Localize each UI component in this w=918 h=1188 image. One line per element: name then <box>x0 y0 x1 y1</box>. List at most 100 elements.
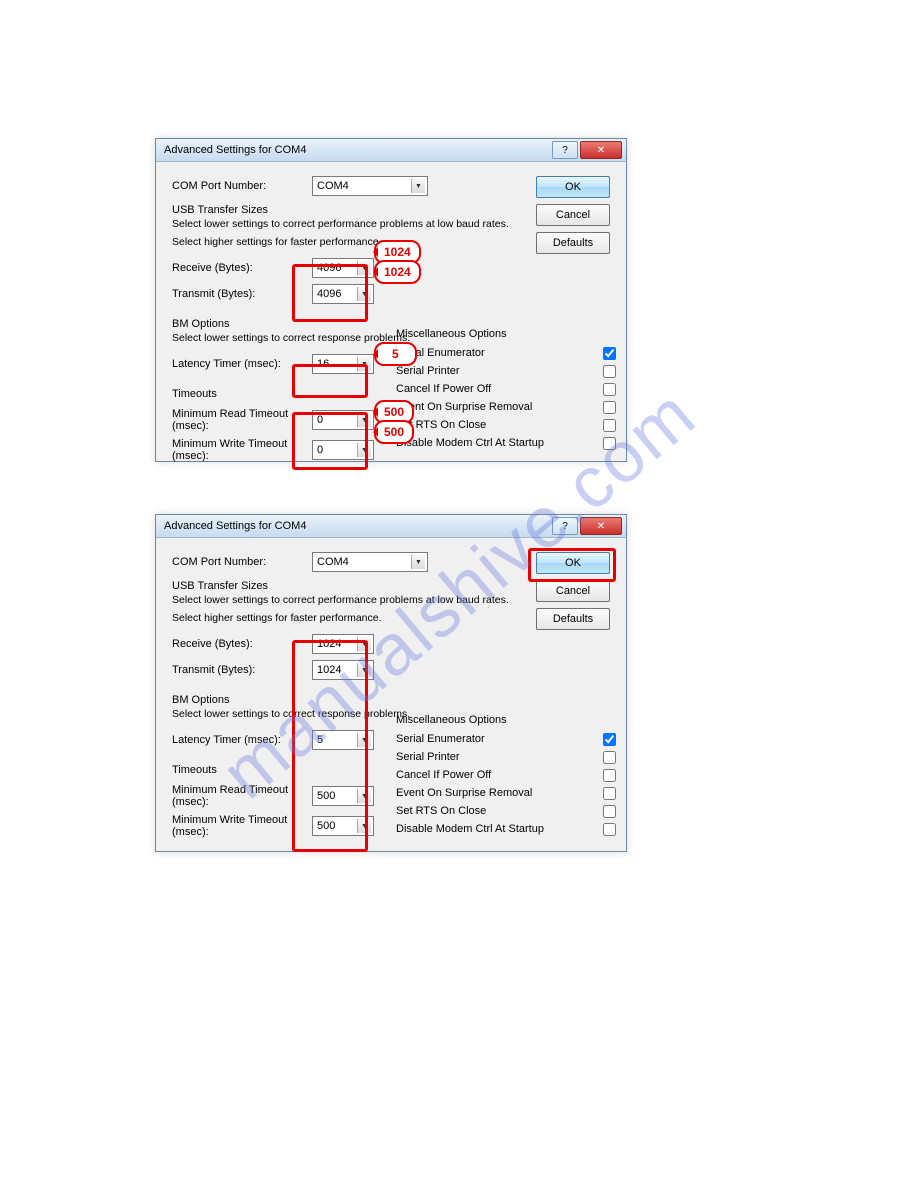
row-transmit: Transmit (Bytes): 4096 ▼ <box>172 284 610 304</box>
chk-disable-modem[interactable]: Disable Modem Ctrl At Startup <box>396 434 616 452</box>
transmit-combo[interactable]: 4096 ▼ <box>312 284 374 304</box>
latency-value: 16 <box>317 358 329 370</box>
dialog-body: OK Cancel Defaults COM Port Number: COM4… <box>156 162 626 484</box>
checkbox[interactable] <box>603 365 616 378</box>
chk-label: Disable Modem Ctrl At Startup <box>396 437 544 449</box>
misc-options: Miscellaneous Options Serial Enumerator … <box>396 714 616 838</box>
checkbox[interactable] <box>603 751 616 764</box>
min-write-label: Minimum Write Timeout (msec): <box>172 814 312 838</box>
chk-label: Disable Modem Ctrl At Startup <box>396 823 544 835</box>
misc-title: Miscellaneous Options <box>396 714 616 726</box>
chk-serial-enum[interactable]: Serial Enumerator <box>396 730 616 748</box>
ok-button[interactable]: OK <box>536 552 610 574</box>
transmit-label: Transmit (Bytes): <box>172 288 312 300</box>
button-column: OK Cancel Defaults <box>536 552 610 630</box>
ok-button[interactable]: OK <box>536 176 610 198</box>
defaults-button[interactable]: Defaults <box>536 232 610 254</box>
receive-combo[interactable]: 1024 ▼ <box>312 634 374 654</box>
min-write-value: 500 <box>317 820 335 832</box>
misc-options: Miscellaneous Options Serial Enumerator … <box>396 328 616 452</box>
checkbox[interactable] <box>603 401 616 414</box>
checkbox[interactable] <box>603 787 616 800</box>
chevron-down-icon: ▼ <box>357 413 371 427</box>
comport-label: COM Port Number: <box>172 180 312 192</box>
chevron-down-icon: ▼ <box>411 555 425 569</box>
comport-combo[interactable]: COM4 ▼ <box>312 552 428 572</box>
misc-title: Miscellaneous Options <box>396 328 616 340</box>
close-icon: ✕ <box>597 145 605 156</box>
chk-serial-enum[interactable]: Serial Enumerator <box>396 344 616 362</box>
titlebar-buttons: ? ✕ <box>552 141 622 159</box>
latency-label: Latency Timer (msec): <box>172 734 312 746</box>
latency-combo[interactable]: 16 ▼ <box>312 354 374 374</box>
chk-label: Event On Surprise Removal <box>396 787 532 799</box>
defaults-button[interactable]: Defaults <box>536 608 610 630</box>
chevron-down-icon: ▼ <box>357 663 371 677</box>
transmit-value: 1024 <box>317 664 341 676</box>
chk-label: Serial Printer <box>396 365 460 377</box>
checkbox[interactable] <box>603 383 616 396</box>
min-write-value: 0 <box>317 444 323 456</box>
checkbox[interactable] <box>603 437 616 450</box>
chevron-down-icon: ▼ <box>411 179 425 193</box>
chevron-down-icon: ▼ <box>357 637 371 651</box>
button-column: OK Cancel Defaults <box>536 176 610 254</box>
min-read-combo[interactable]: 500 ▼ <box>312 786 374 806</box>
row-transmit: Transmit (Bytes): 1024 ▼ <box>172 660 610 680</box>
chevron-down-icon: ▼ <box>357 819 371 833</box>
receive-combo[interactable]: 4096 ▼ <box>312 258 374 278</box>
chk-event-surprise[interactable]: Event On Surprise Removal <box>396 398 616 416</box>
chk-set-rts[interactable]: Set RTS On Close <box>396 802 616 820</box>
receive-label: Receive (Bytes): <box>172 262 312 274</box>
chk-label: Serial Enumerator <box>396 347 485 359</box>
chk-label: Set RTS On Close <box>396 805 486 817</box>
latency-combo[interactable]: 5 ▼ <box>312 730 374 750</box>
chk-serial-printer[interactable]: Serial Printer <box>396 748 616 766</box>
chk-label: Serial Enumerator <box>396 733 485 745</box>
receive-value: 1024 <box>317 638 341 650</box>
checkbox[interactable] <box>603 769 616 782</box>
chk-event-surprise[interactable]: Event On Surprise Removal <box>396 784 616 802</box>
chk-serial-printer[interactable]: Serial Printer <box>396 362 616 380</box>
dialog-advanced-settings-2: Advanced Settings for COM4 ? ✕ OK Cancel… <box>155 514 627 852</box>
row-receive: Receive (Bytes): 1024 ▼ <box>172 634 610 654</box>
close-button[interactable]: ✕ <box>580 517 622 535</box>
min-write-label: Minimum Write Timeout (msec): <box>172 438 312 462</box>
cancel-button[interactable]: Cancel <box>536 204 610 226</box>
min-write-combo[interactable]: 500 ▼ <box>312 816 374 836</box>
comport-combo[interactable]: COM4 ▼ <box>312 176 428 196</box>
chk-label: Cancel If Power Off <box>396 769 491 781</box>
checkbox[interactable] <box>603 347 616 360</box>
help-button[interactable]: ? <box>552 517 578 535</box>
help-icon: ? <box>562 145 568 156</box>
chevron-down-icon: ▼ <box>357 261 371 275</box>
min-read-label: Minimum Read Timeout (msec): <box>172 784 312 808</box>
chk-disable-modem[interactable]: Disable Modem Ctrl At Startup <box>396 820 616 838</box>
checkbox[interactable] <box>603 733 616 746</box>
comport-value: COM4 <box>317 180 349 192</box>
chevron-down-icon: ▼ <box>357 789 371 803</box>
checkbox[interactable] <box>603 805 616 818</box>
transmit-label: Transmit (Bytes): <box>172 664 312 676</box>
min-read-value: 500 <box>317 790 335 802</box>
close-button[interactable]: ✕ <box>580 141 622 159</box>
min-read-value: 0 <box>317 414 323 426</box>
receive-value: 4096 <box>317 262 341 274</box>
help-icon: ? <box>562 521 568 532</box>
min-write-combo[interactable]: 0 ▼ <box>312 440 374 460</box>
dialog-body: OK Cancel Defaults COM Port Number: COM4… <box>156 538 626 860</box>
cancel-button[interactable]: Cancel <box>536 580 610 602</box>
help-button[interactable]: ? <box>552 141 578 159</box>
min-read-combo[interactable]: 0 ▼ <box>312 410 374 430</box>
titlebar: Advanced Settings for COM4 ? ✕ <box>156 515 626 538</box>
checkbox[interactable] <box>603 419 616 432</box>
chk-label: Serial Printer <box>396 751 460 763</box>
chk-cancel-poweroff[interactable]: Cancel If Power Off <box>396 766 616 784</box>
min-read-label: Minimum Read Timeout (msec): <box>172 408 312 432</box>
chk-set-rts[interactable]: Set RTS On Close <box>396 416 616 434</box>
dialog-advanced-settings-1: Advanced Settings for COM4 ? ✕ OK Cancel… <box>155 138 627 462</box>
transmit-value: 4096 <box>317 288 341 300</box>
transmit-combo[interactable]: 1024 ▼ <box>312 660 374 680</box>
checkbox[interactable] <box>603 823 616 836</box>
chk-cancel-poweroff[interactable]: Cancel If Power Off <box>396 380 616 398</box>
